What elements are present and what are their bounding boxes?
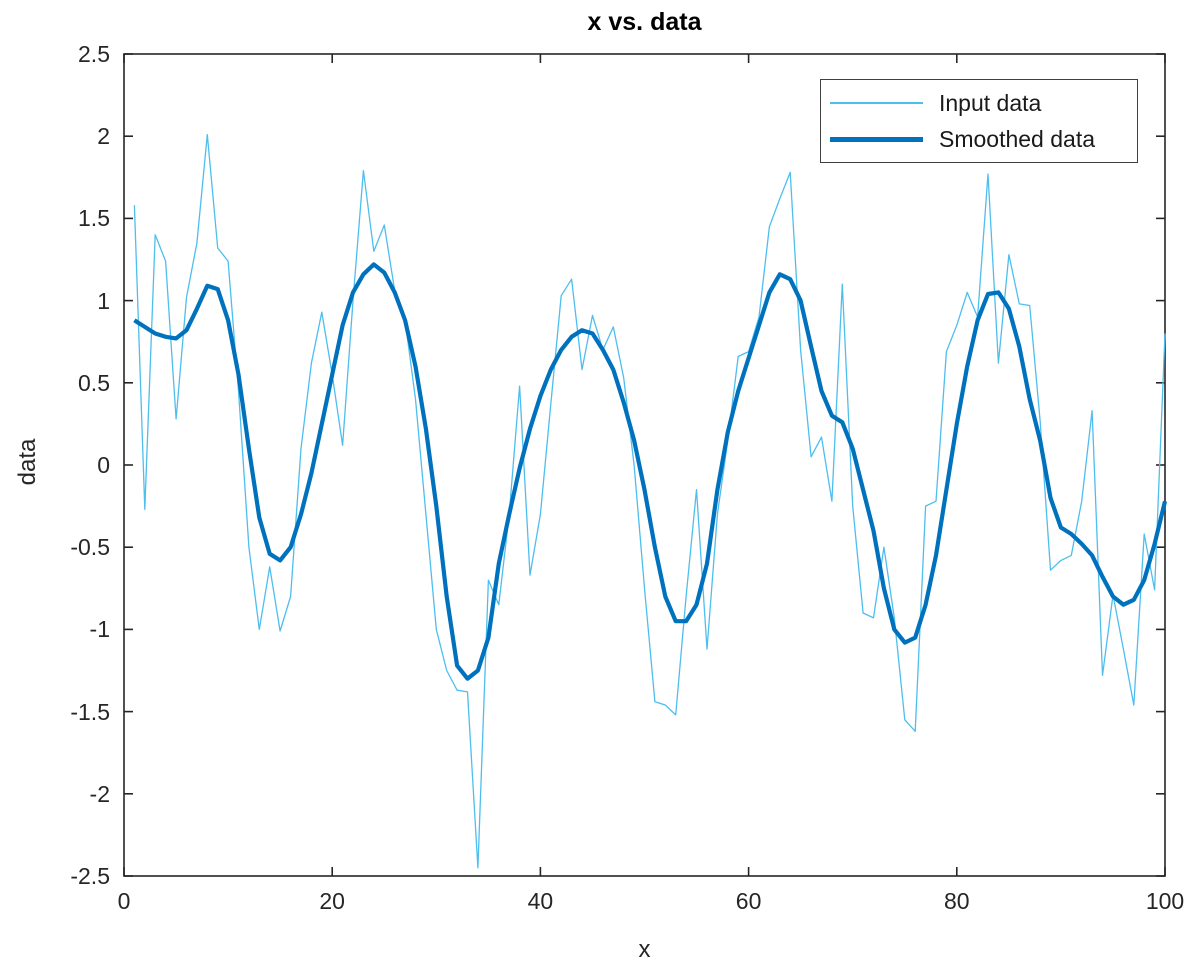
- y-tick-label: 2: [97, 123, 110, 150]
- legend-line-sample-smoothed: [830, 136, 923, 142]
- legend-label-input: Input data: [939, 89, 1042, 116]
- legend-item-smoothed-data: Smoothed data: [821, 122, 1137, 156]
- y-tick-label: 0.5: [78, 369, 110, 396]
- legend-line-sample-input: [830, 102, 923, 104]
- y-tick-label: -1.5: [70, 698, 110, 725]
- x-tick-label: 40: [527, 888, 554, 914]
- y-tick-label: 0: [97, 452, 110, 478]
- x-tick-label: 20: [319, 888, 345, 914]
- y-tick-label: -1: [89, 616, 110, 643]
- smoothed-data-line: [133, 262, 1168, 681]
- legend: Input data Smoothed data: [820, 79, 1138, 163]
- plot-box: [123, 53, 1166, 877]
- y-tick-label: -0.5: [70, 534, 110, 561]
- x-tick-label: 0: [117, 888, 131, 914]
- y-tick-label: -2.5: [70, 863, 110, 889]
- legend-item-input-data: Input data: [821, 86, 1137, 120]
- x-tick-label: 80: [944, 888, 970, 914]
- input-data-line: [133, 133, 1166, 869]
- y-tick-label: -2: [89, 780, 110, 807]
- y-tick-label: 1.5: [78, 205, 110, 232]
- legend-label-smoothed: Smoothed data: [939, 125, 1096, 152]
- x-tick-label: 60: [735, 888, 762, 914]
- chart-title: x vs. data: [587, 8, 702, 36]
- x-tick-label: 100: [1145, 888, 1185, 914]
- y-tick-label: 1: [97, 287, 110, 314]
- y-tick-label: 2.5: [78, 41, 110, 67]
- x-axis-label: x: [638, 936, 651, 963]
